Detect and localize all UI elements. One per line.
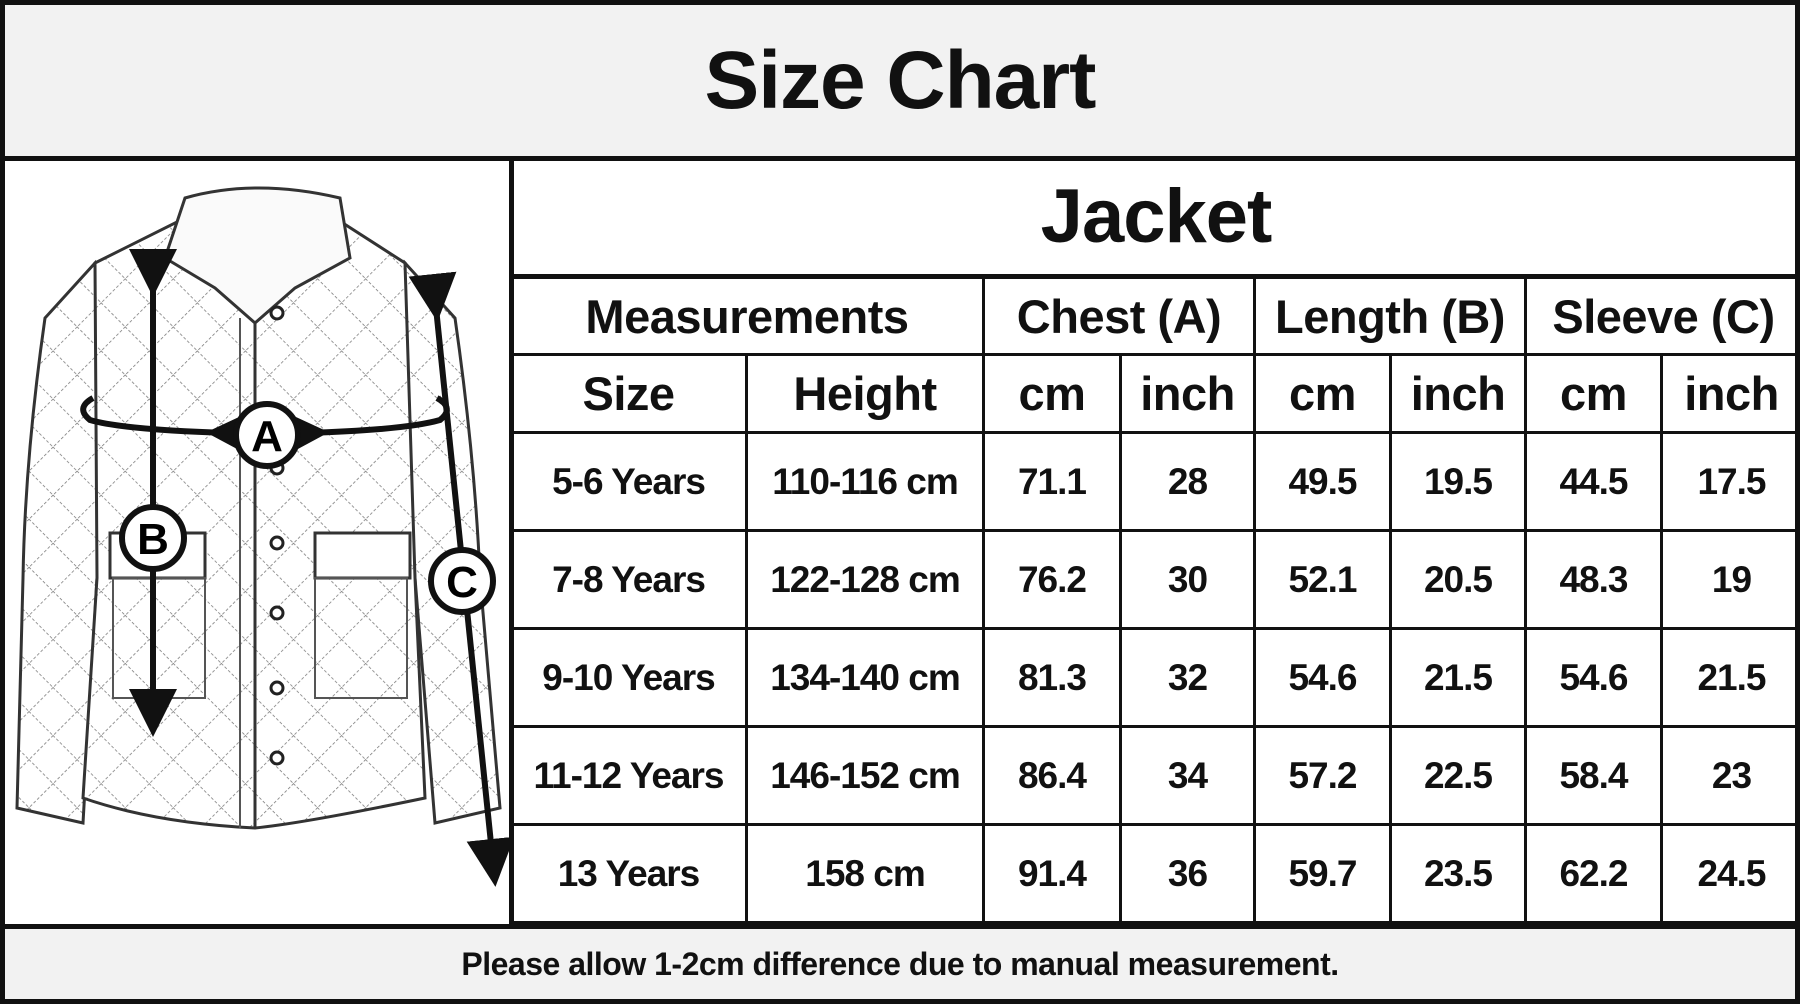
label-c-icon: C bbox=[428, 547, 496, 615]
table-cell: 11-12 Years bbox=[512, 728, 748, 826]
pocket-flap-right bbox=[313, 531, 412, 580]
svg-text:A: A bbox=[251, 412, 283, 461]
table-cell: 19 bbox=[1663, 532, 1800, 630]
header-length: Length (B) bbox=[1256, 279, 1527, 356]
table-cell: 30 bbox=[1122, 532, 1256, 630]
header-chest: Chest (A) bbox=[985, 279, 1256, 356]
table-cell: 110-116 cm bbox=[748, 434, 985, 532]
table-cell: 13 Years bbox=[512, 826, 748, 924]
table-cell: 158 cm bbox=[748, 826, 985, 924]
table-cell: 62.2 bbox=[1527, 826, 1663, 924]
table-cell: 146-152 cm bbox=[748, 728, 985, 826]
subheader-cell: inch bbox=[1392, 356, 1527, 434]
table-cell: 54.6 bbox=[1527, 630, 1663, 728]
table-cell: 76.2 bbox=[985, 532, 1122, 630]
chest-arrow-left bbox=[80, 395, 255, 458]
subheader-cell: Size bbox=[512, 356, 748, 434]
table-cell: 44.5 bbox=[1527, 434, 1663, 532]
table-cell: 58.4 bbox=[1527, 728, 1663, 826]
collar-icon bbox=[163, 186, 352, 325]
table-cell: 134-140 cm bbox=[748, 630, 985, 728]
table-cell: 9-10 Years bbox=[512, 630, 748, 728]
page-title: Size Chart bbox=[0, 0, 1800, 161]
table-cell: 24.5 bbox=[1663, 826, 1800, 924]
size-table: Jacket Measurements Chest (A) Length (B)… bbox=[512, 158, 1800, 925]
subheader-cell: cm bbox=[1527, 356, 1663, 434]
subheader-cell: inch bbox=[1663, 356, 1800, 434]
table-cell: 34 bbox=[1122, 728, 1256, 826]
footer-note: Please allow 1-2cm difference due to man… bbox=[0, 924, 1800, 1004]
subheader-cell: inch bbox=[1122, 356, 1256, 434]
table-cell: 59.7 bbox=[1256, 826, 1392, 924]
table-cell: 28 bbox=[1122, 434, 1256, 532]
product-title: Jacket bbox=[512, 158, 1800, 279]
table-cell: 48.3 bbox=[1527, 532, 1663, 630]
subheader-cell: Height bbox=[748, 356, 985, 434]
table-cell: 20.5 bbox=[1392, 532, 1527, 630]
table-cell: 81.3 bbox=[985, 630, 1122, 728]
table-cell: 36 bbox=[1122, 826, 1256, 924]
header-sleeve: Sleeve (C) bbox=[1527, 279, 1800, 356]
table-cell: 71.1 bbox=[985, 434, 1122, 532]
subheader-cell: cm bbox=[985, 356, 1122, 434]
table-cell: 7-8 Years bbox=[512, 532, 748, 630]
table-cell: 22.5 bbox=[1392, 728, 1527, 826]
table-cell: 23.5 bbox=[1392, 826, 1527, 924]
header-measurements: Measurements bbox=[512, 279, 985, 356]
jacket-illustration: A B C bbox=[15, 186, 515, 887]
svg-text:C: C bbox=[446, 558, 478, 607]
table-cell: 122-128 cm bbox=[748, 532, 985, 630]
label-b-icon: B bbox=[119, 504, 187, 572]
button-icons bbox=[269, 305, 285, 766]
chest-arrow-right bbox=[280, 395, 450, 458]
jacket-diagram: A B C bbox=[0, 158, 515, 927]
table-cell: 57.2 bbox=[1256, 728, 1392, 826]
table-cell: 21.5 bbox=[1392, 630, 1527, 728]
table-cell: 19.5 bbox=[1392, 434, 1527, 532]
label-a-icon: A bbox=[233, 401, 301, 469]
table-cell: 21.5 bbox=[1663, 630, 1800, 728]
svg-text:B: B bbox=[137, 515, 169, 564]
table-cell: 5-6 Years bbox=[512, 434, 748, 532]
table-cell: 86.4 bbox=[985, 728, 1122, 826]
table-cell: 54.6 bbox=[1256, 630, 1392, 728]
table-cell: 17.5 bbox=[1663, 434, 1800, 532]
table-cell: 91.4 bbox=[985, 826, 1122, 924]
table-cell: 52.1 bbox=[1256, 532, 1392, 630]
table-cell: 32 bbox=[1122, 630, 1256, 728]
subheader-cell: cm bbox=[1256, 356, 1392, 434]
table-cell: 49.5 bbox=[1256, 434, 1392, 532]
table-cell: 23 bbox=[1663, 728, 1800, 826]
